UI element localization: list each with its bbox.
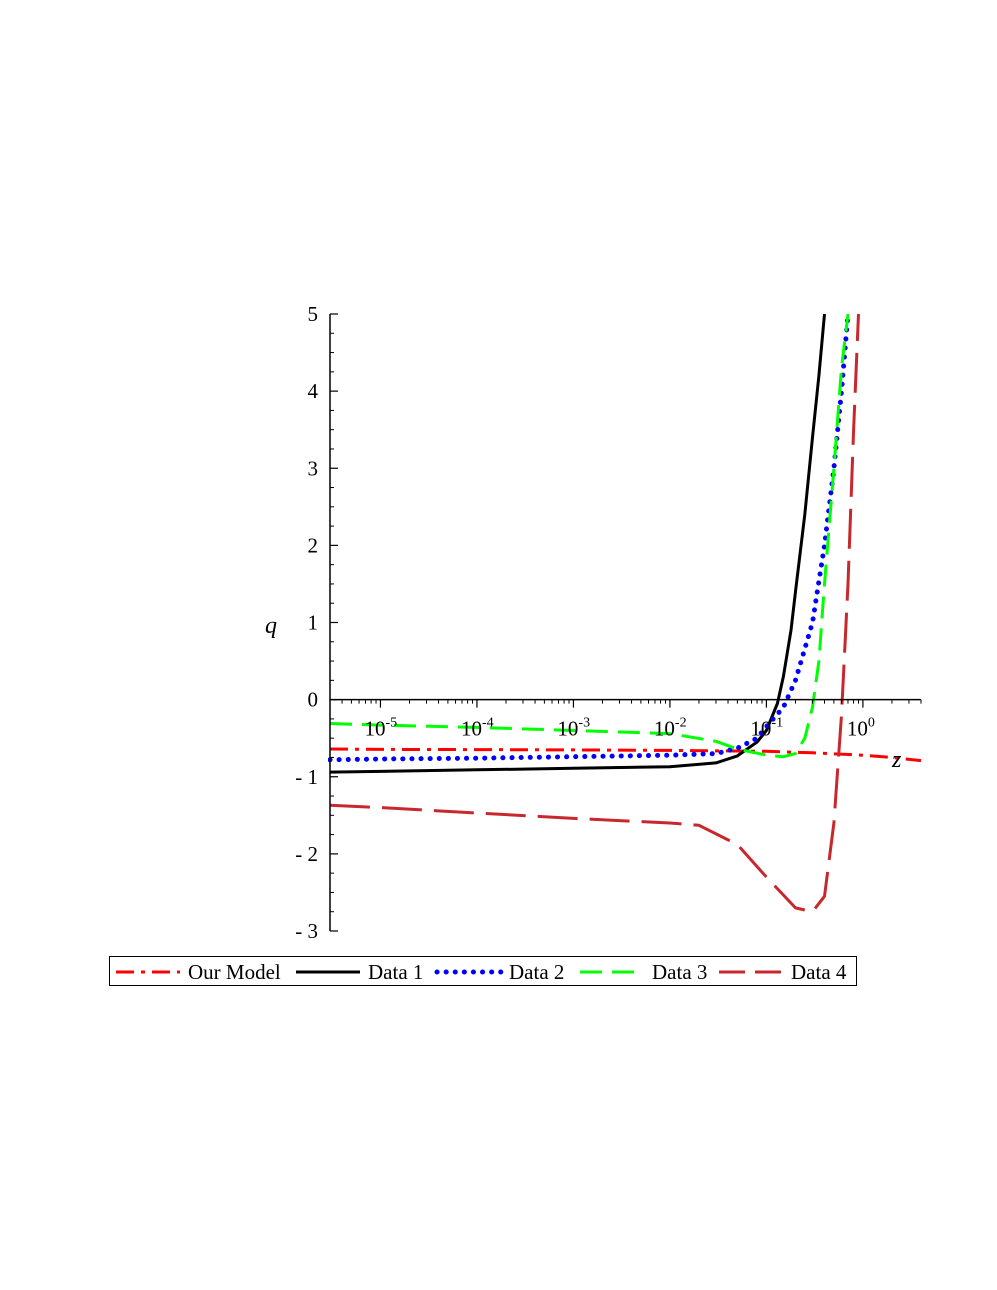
plot-curves: [328, 311, 922, 914]
series-line-3: [328, 311, 851, 763]
y-tick-label: 0: [308, 688, 319, 712]
x-tick-label: 10-4: [461, 716, 494, 741]
x-tick-label: 10-2: [654, 716, 687, 741]
y-tick-label: 3: [308, 456, 319, 480]
legend-label-4: Data 3: [652, 960, 707, 984]
x-tick-label: 10-5: [364, 716, 397, 741]
legend-label-1: Our Model: [188, 960, 281, 984]
legend-label-2: Data 1: [368, 960, 423, 984]
x-tick-label: 100: [847, 716, 875, 741]
legend-label-5: Data 4: [791, 960, 847, 984]
y-tick-label: 5: [308, 302, 319, 326]
axes: - 3 - 2 - 1 0 1 2 3 4 5 10-5 10-4 10-3 10-2 10-1 100: [295, 302, 922, 943]
axis-labels: zq: [265, 613, 902, 773]
y-tick-label: 2: [308, 533, 319, 557]
legend-label-3: Data 2: [509, 960, 564, 984]
series-line-5: [329, 313, 860, 914]
y-tick-label: - 2: [295, 842, 318, 866]
legend-entries: Our Model Data 1 Data 2 Data 3 Data 4: [116, 960, 847, 984]
x-axis-label: z: [891, 747, 902, 773]
series-line-4: [329, 313, 850, 759]
y-axis-label: q: [265, 613, 277, 639]
y-tick-label: - 3: [295, 919, 318, 943]
x-tick-label: 10-3: [557, 716, 590, 741]
y-tick-label: 4: [308, 379, 319, 403]
y-tick-label: - 1: [295, 765, 318, 789]
series-line-1: [329, 747, 922, 763]
y-tick-label: 1: [308, 611, 319, 635]
x-tick-label: 10-1: [750, 716, 783, 741]
series-line-2: [329, 313, 826, 774]
legend: Our Model Data 1 Data 2 Data 3 Data 4: [109, 956, 857, 986]
